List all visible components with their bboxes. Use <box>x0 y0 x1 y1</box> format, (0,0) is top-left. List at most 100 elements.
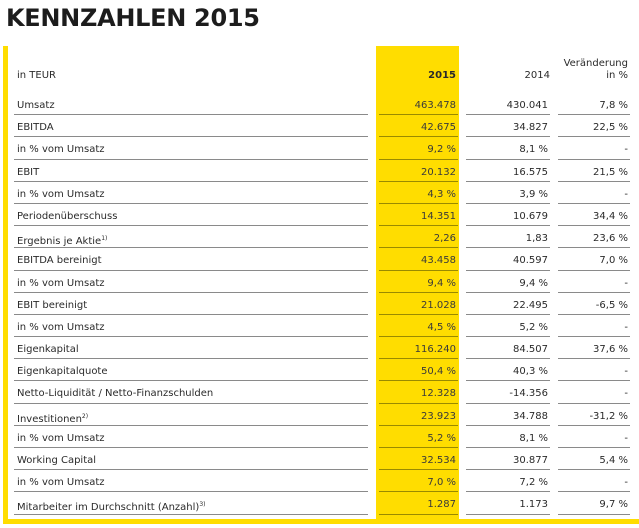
row-label-text: in % vom Umsatz <box>17 432 105 444</box>
value-2014: 8,1 % <box>466 138 550 160</box>
row-label-text: EBIT <box>17 166 40 178</box>
row-label-text: EBITDA <box>17 122 54 134</box>
value-change: - <box>558 471 630 493</box>
row-label-text: Working Capital <box>17 455 97 466</box>
value-2014: 34.827 <box>466 116 550 138</box>
value-2015: 9,4 % <box>379 272 458 293</box>
value-change: -31,2 % <box>558 405 630 426</box>
row-label: EBITDA <box>14 116 368 138</box>
row-label: in % vom Umsatz <box>14 183 368 204</box>
value-2015: 23.923 <box>379 405 458 426</box>
row-label: in % vom Umsatz <box>14 471 368 493</box>
table-row: Umsatz 463.478 430.041 7,8 % <box>0 94 639 116</box>
value-2015: 116.240 <box>379 338 458 360</box>
table-header: in TEUR 2015 2014 Veränderung in % <box>0 46 639 92</box>
table-row: EBITDA bereinigt 43.458 40.597 7,0 % <box>0 249 639 271</box>
bottom-accent-bar <box>3 519 639 524</box>
value-change: 7,0 % <box>558 249 630 271</box>
table-row: in % vom Umsatz 7,0 % 7,2 % - <box>0 471 639 493</box>
value-2015: 50,4 % <box>379 360 458 382</box>
header-change-line1: Veränderung <box>563 58 628 69</box>
table-row: EBITDA 42.675 34.827 22,5 % <box>0 116 639 138</box>
value-2014: 34.788 <box>466 405 550 426</box>
row-label: Ergebnis je Aktie1) <box>14 227 368 249</box>
value-2014: 430.041 <box>466 94 550 116</box>
value-2015: 4,3 % <box>379 183 458 204</box>
table-row: Investitionen2) 23.923 34.788 -31,2 % <box>0 405 639 427</box>
value-2014: 1,83 <box>466 227 550 249</box>
value-change: 7,8 % <box>558 94 630 116</box>
value-2015: 4,5 % <box>379 316 458 338</box>
value-2015: 42.675 <box>379 116 458 138</box>
value-2014: 22.495 <box>466 294 550 315</box>
row-label-text: in % vom Umsatz <box>17 477 105 489</box>
value-2014: 5,2 % <box>466 316 550 338</box>
row-label: Periodenüberschuss <box>14 205 368 227</box>
row-label-text: Mitarbeiter im Durchschnitt (Anzahl) <box>17 502 200 514</box>
footnote-marker: 2) <box>81 412 89 420</box>
header-unit: in TEUR <box>17 70 56 81</box>
value-change: 23,6 % <box>558 227 630 249</box>
value-2015: 9,2 % <box>379 138 458 160</box>
value-2015: 20.132 <box>379 161 458 182</box>
row-label: Umsatz <box>14 94 368 116</box>
row-label-text: Ergebnis je Aktie <box>17 236 102 248</box>
value-2015: 5,2 % <box>379 427 458 448</box>
value-change: 21,5 % <box>558 161 630 182</box>
row-label: in % vom Umsatz <box>14 427 368 448</box>
value-change: 34,4 % <box>558 205 630 227</box>
table-row: in % vom Umsatz 9,2 % 8,1 % - <box>0 138 639 160</box>
value-2014: -14.356 <box>466 382 550 404</box>
value-change: 9,7 % <box>558 493 630 515</box>
value-2015: 2,26 <box>379 227 458 249</box>
row-label-text: Umsatz <box>17 100 55 111</box>
value-2014: 9,4 % <box>466 272 550 293</box>
value-2014: 7,2 % <box>466 471 550 493</box>
value-2015: 7,0 % <box>379 471 458 493</box>
table-row: Netto-Liquidität / Netto-Finanzschulden 1… <box>0 382 639 404</box>
value-2014: 1.173 <box>466 493 550 515</box>
value-change: - <box>558 183 630 204</box>
row-label: in % vom Umsatz <box>14 272 368 293</box>
value-2014: 40.597 <box>466 249 550 271</box>
row-label-text: Periodenüberschuss <box>17 210 118 222</box>
value-change: - <box>558 272 630 293</box>
value-change: 37,6 % <box>558 338 630 360</box>
value-2015: 43.458 <box>379 249 458 271</box>
value-change: -6,5 % <box>558 294 630 315</box>
row-label-text: Netto-Liquidität / Netto-Finanzschulden <box>17 388 214 400</box>
row-label: EBIT bereinigt <box>14 294 368 315</box>
value-2015: 14.351 <box>379 205 458 227</box>
value-2014: 10.679 <box>466 205 550 227</box>
row-label: Working Capital <box>14 449 368 471</box>
row-label-text: EBIT bereinigt <box>17 299 88 311</box>
value-2014: 30.877 <box>466 449 550 471</box>
footnote-marker: 3) <box>199 501 206 509</box>
table-row: Eigenkapitalquote 50,4 % 40,3 % - <box>0 360 639 382</box>
left-accent-bar <box>3 46 8 524</box>
value-2015: 1.287 <box>379 493 458 515</box>
value-2014: 40,3 % <box>466 360 550 382</box>
table-row: Mitarbeiter im Durchschnitt (Anzahl)3) 1.… <box>0 493 639 515</box>
value-change: - <box>558 382 630 404</box>
table-row: Periodenüberschuss 14.351 10.679 34,4 % <box>0 205 639 227</box>
header-change-line2: in % <box>606 70 628 81</box>
header-2015: 2015 <box>428 70 456 81</box>
value-change: - <box>558 138 630 160</box>
row-label-text: Investitionen <box>17 413 82 425</box>
table-row: in % vom Umsatz 5,2 % 8,1 % - <box>0 427 639 449</box>
value-change: - <box>558 316 630 338</box>
table-row: in % vom Umsatz 4,5 % 5,2 % - <box>0 316 639 338</box>
row-label-text: EBITDA bereinigt <box>17 255 102 267</box>
table-row: Ergebnis je Aktie1) 2,26 1,83 23,6 % <box>0 227 639 249</box>
row-label-text: in % vom Umsatz <box>17 321 105 333</box>
row-label: EBIT <box>14 161 368 182</box>
value-2014: 8,1 % <box>466 427 550 448</box>
header-2014: 2014 <box>524 70 550 81</box>
row-label-text: in % vom Umsatz <box>17 188 105 200</box>
table-body: Umsatz 463.478 430.041 7,8 % EBITDA 42.675 34.… <box>0 94 639 516</box>
row-label-text: in % vom Umsatz <box>17 144 105 156</box>
value-change: 22,5 % <box>558 116 630 138</box>
value-2014: 84.507 <box>466 338 550 360</box>
table-row: Working Capital 32.534 30.877 5,4 % <box>0 449 639 471</box>
